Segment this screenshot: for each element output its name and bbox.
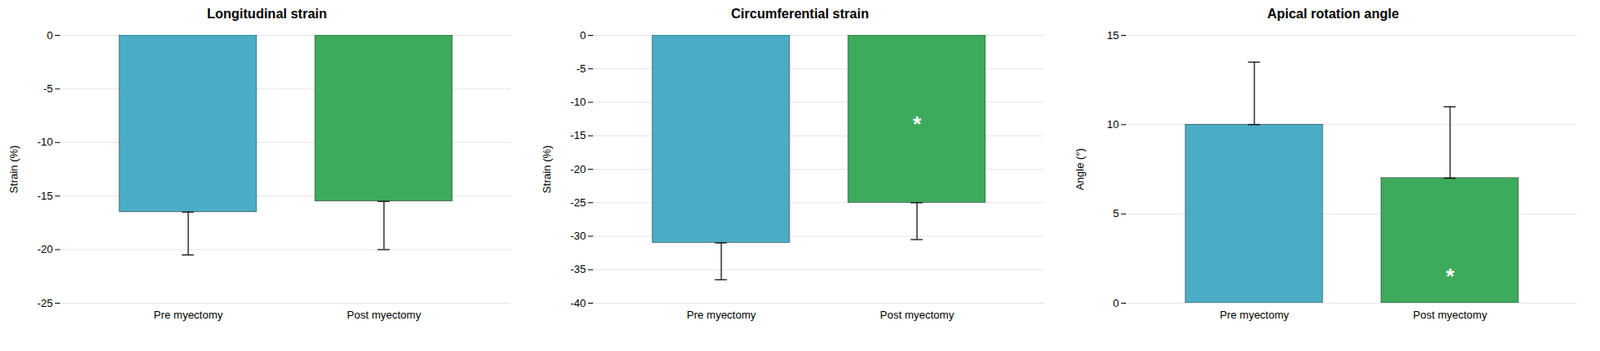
svg-text:0: 0 <box>1112 297 1119 310</box>
svg-text:-20: -20 <box>37 243 54 256</box>
svg-text:-40: -40 <box>570 297 587 310</box>
svg-text:Strain (%): Strain (%) <box>540 145 554 195</box>
svg-text:Post myectomy: Post myectomy <box>1413 309 1488 322</box>
svg-text:-10: -10 <box>37 135 54 149</box>
svg-text:Strain (%): Strain (%) <box>7 145 20 195</box>
svg-text:-20: -20 <box>570 163 587 176</box>
svg-text:-5: -5 <box>576 62 587 75</box>
svg-text:5: 5 <box>1112 207 1119 220</box>
svg-text:0: 0 <box>46 29 53 42</box>
svg-text:Post myectomy: Post myectomy <box>880 309 955 322</box>
svg-text:Post myectomy: Post myectomy <box>347 309 422 322</box>
html-text:Longitudinal strain: Longitudinal strain <box>206 6 327 21</box>
svg-text:10: 10 <box>1106 118 1119 131</box>
svg-text:-15: -15 <box>570 129 587 142</box>
svg-text:Pre myectomy: Pre myectomy <box>686 309 757 322</box>
svg-text:*: * <box>912 111 923 137</box>
svg-text:*: * <box>1445 264 1456 290</box>
svg-text:-5: -5 <box>43 82 54 95</box>
svg-text:-30: -30 <box>570 229 587 243</box>
svg-text:Angle (°): Angle (°) <box>1073 148 1087 191</box>
svg-text:-25: -25 <box>37 297 54 310</box>
svg-text:15: 15 <box>1106 29 1119 42</box>
svg-text:-15: -15 <box>37 189 54 203</box>
html-text:Apical rotation angle: Apical rotation angle <box>1267 6 1399 21</box>
svg-text:Pre myectomy: Pre myectomy <box>153 309 224 322</box>
svg-text:-10: -10 <box>570 95 587 109</box>
svg-text:0: 0 <box>579 29 586 42</box>
svg-text:Pre myectomy: Pre myectomy <box>1219 309 1290 322</box>
svg-text:-35: -35 <box>570 263 587 276</box>
html-text:Circumferential strain: Circumferential strain <box>731 6 869 21</box>
svg-text:-25: -25 <box>570 196 587 210</box>
